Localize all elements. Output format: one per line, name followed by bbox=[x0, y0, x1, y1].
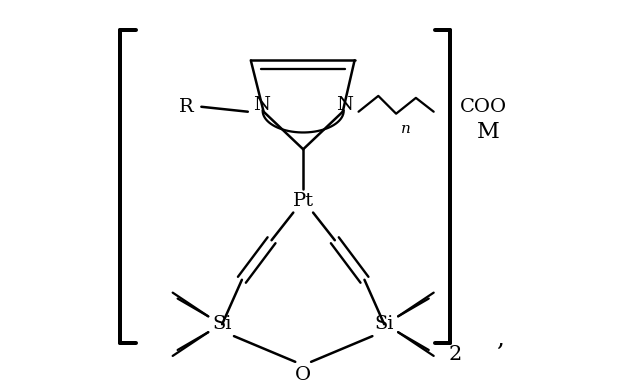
Text: N: N bbox=[253, 96, 270, 114]
Text: Si: Si bbox=[212, 315, 232, 333]
Text: COO: COO bbox=[459, 98, 507, 116]
Text: 2: 2 bbox=[449, 345, 462, 365]
Text: R: R bbox=[179, 98, 194, 116]
Text: ,: , bbox=[496, 328, 504, 351]
Text: M: M bbox=[477, 121, 500, 143]
Text: Pt: Pt bbox=[293, 192, 314, 210]
Text: Si: Si bbox=[375, 315, 394, 333]
Text: n: n bbox=[401, 122, 411, 136]
Text: N: N bbox=[336, 96, 353, 114]
Text: O: O bbox=[295, 366, 311, 384]
